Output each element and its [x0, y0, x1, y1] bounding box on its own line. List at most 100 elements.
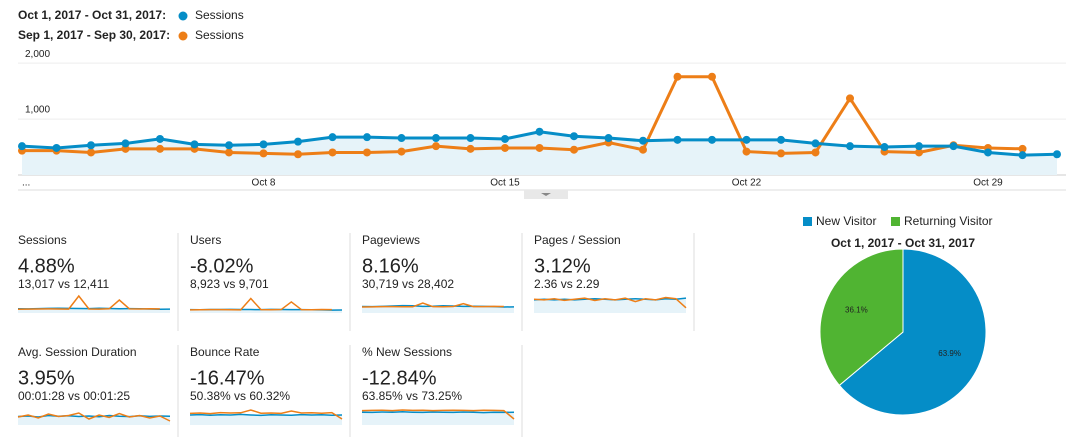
series-line: [22, 75, 1023, 156]
metric-name: % New Sessions: [362, 345, 452, 359]
series-point: [87, 148, 95, 157]
series-point: [673, 135, 682, 144]
pie-value-label: 36.1%: [845, 305, 868, 314]
series-point: [501, 134, 509, 143]
sparkline: [189, 409, 343, 420]
metric-change: 8.16%: [362, 255, 419, 277]
metric-change: -8.02%: [190, 255, 254, 277]
x-tick-label: Oct 22: [732, 178, 762, 189]
series-point: [811, 148, 820, 157]
handle-icon: [541, 193, 551, 196]
metric-comparison: 13,017 vs 12,411: [18, 277, 110, 291]
series-point: [156, 134, 164, 143]
series-point: [949, 142, 958, 151]
series-point: [604, 134, 613, 143]
metric-comparison: 8,923 vs 9,701: [190, 277, 269, 291]
series-point: [1018, 151, 1027, 160]
series-point: [915, 148, 923, 157]
metric-change: -12.84%: [362, 367, 437, 389]
series-point: [984, 148, 992, 157]
metric-name: Pages / Session: [534, 233, 621, 247]
legend-range: Oct 1, 2017 - Oct 31, 2017:: [18, 8, 166, 22]
series-point: [294, 150, 302, 159]
sparkline: [189, 413, 343, 417]
metric-change: 3.12%: [534, 255, 591, 277]
pie-legend-swatch: [803, 217, 812, 226]
series-point: [777, 135, 785, 144]
metric-change: 4.88%: [18, 255, 75, 277]
series-point: [259, 140, 268, 149]
series-point: [708, 72, 716, 81]
series-point: [466, 134, 475, 143]
series-point: [18, 142, 26, 151]
x-tick-label: Oct 29: [973, 178, 1003, 189]
series-point: [225, 148, 233, 157]
metric-name: Bounce Rate: [190, 345, 260, 359]
sparkline-area: [534, 298, 686, 313]
metric-comparison: 2.36 vs 2.29: [534, 277, 600, 291]
legend-label: Sessions: [195, 8, 244, 22]
series-point: [466, 144, 475, 153]
series-point: [397, 134, 406, 143]
series-point: [87, 141, 95, 150]
sparkline-area: [362, 305, 514, 313]
series-point: [811, 139, 820, 148]
pie-legend-label: Returning Visitor: [904, 214, 993, 228]
sparkline: [17, 294, 160, 310]
pie-title: Oct 1, 2017 - Oct 31, 2017: [831, 236, 975, 250]
series-point: [121, 139, 130, 148]
series-point: [432, 134, 440, 143]
series-point: [328, 148, 337, 157]
series-point: [639, 145, 647, 154]
metric-name: Pageviews: [362, 233, 420, 247]
series-point: [846, 94, 854, 103]
sparkline: [361, 411, 515, 414]
series-point: [501, 143, 509, 152]
series-point: [846, 142, 854, 151]
series-point: [363, 133, 371, 142]
sparkline: [533, 296, 687, 309]
series-point: [1018, 144, 1027, 153]
series-point: [52, 143, 61, 152]
sparkline-area: [362, 411, 514, 425]
metric-name: Sessions: [18, 233, 67, 247]
metric-name: Avg. Session Duration: [18, 345, 137, 359]
series-point: [673, 72, 682, 81]
series-point: [1053, 150, 1061, 159]
y-tick-label: 1,000: [25, 105, 50, 116]
metric-comparison: 63.85% vs 73.25%: [362, 389, 462, 403]
series-point: [397, 147, 406, 156]
sparkline: [361, 409, 515, 420]
series-point: [328, 133, 337, 142]
metric-change: 3.95%: [18, 367, 75, 389]
metric-comparison: 30,719 vs 28,402: [362, 277, 454, 291]
pie-value-label: 63.9%: [938, 349, 961, 358]
series-point: [535, 143, 544, 152]
y-tick-label: 2,000: [25, 49, 50, 60]
metric-name: Users: [190, 233, 221, 247]
series-point: [225, 141, 233, 150]
series-point: [742, 135, 751, 144]
x-tick-label: ...: [22, 178, 30, 189]
series-point: [570, 132, 578, 141]
pie-slice: [838, 248, 987, 416]
sparkline: [361, 302, 504, 308]
series-point: [777, 149, 785, 158]
metric-comparison: 00:01:28 vs 00:01:25: [18, 389, 130, 403]
pie-slice: [819, 248, 904, 387]
sparkline: [189, 297, 332, 311]
pie-legend-label: New Visitor: [816, 214, 876, 228]
sparkline-area: [18, 415, 170, 425]
pie-legend-swatch: [891, 217, 900, 226]
series-point: [570, 145, 578, 154]
series-point: [880, 143, 889, 152]
series-point: [294, 137, 302, 146]
metric-change: -16.47%: [190, 367, 265, 389]
series-point: [156, 144, 164, 153]
series-point: [190, 140, 199, 149]
x-tick-label: Oct 15: [490, 178, 520, 189]
legend-swatch: [178, 11, 188, 21]
sparkline-area: [190, 414, 342, 425]
sparkline: [17, 412, 171, 422]
